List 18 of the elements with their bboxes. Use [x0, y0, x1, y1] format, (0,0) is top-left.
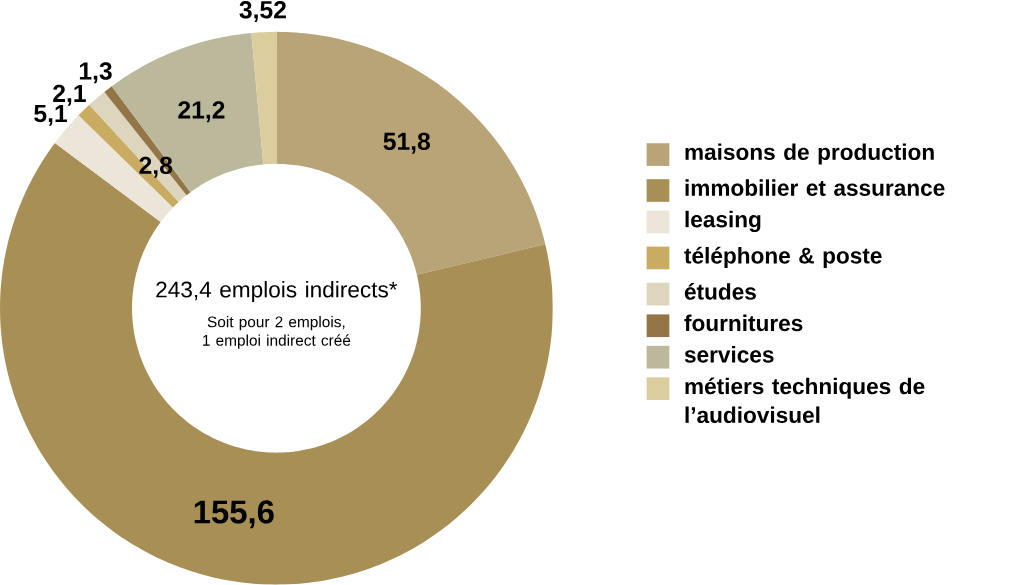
data-label: 3,52 — [239, 1, 286, 23]
data-label: 2,1 — [53, 84, 86, 106]
legend-label: leasing — [685, 210, 761, 233]
legend-label: immobilier et assurance — [685, 179, 945, 197]
legend-label: services — [684, 346, 774, 363]
data-label: 21,2 — [178, 101, 225, 123]
legend-label: maisons de production — [685, 143, 934, 165]
legend-label: fournitures — [684, 314, 803, 332]
legend-label: téléphone & poste — [684, 247, 882, 269]
data-label: 5,1 — [34, 105, 67, 126]
text: 243,4 emplois indirects* — [156, 281, 398, 303]
legend-label: métiers techniques de l’audiovisuel — [685, 377, 925, 424]
legend-label: études — [684, 283, 756, 300]
data-label: 1,3 — [79, 62, 112, 84]
data-label: 2,8 — [139, 156, 173, 178]
data-label: 51,8 — [383, 132, 430, 154]
data-label: 155,6 — [194, 500, 274, 529]
text: Soit pour 2 emplois, 1 emploi indirect créé — [203, 316, 351, 350]
